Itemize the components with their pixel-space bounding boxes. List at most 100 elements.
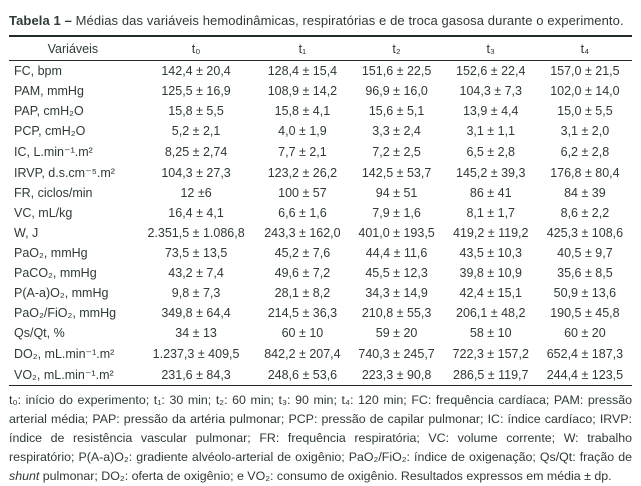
row-label: DO₂, mL.min⁻¹.m² (14, 347, 115, 361)
cell-value: 6,6 ± 1,6 (278, 206, 327, 220)
column-header-t1: t₁ (255, 37, 350, 61)
row-label: Qs/Qt, % (14, 326, 65, 340)
cell-value: 43,2 ± 7,4 (168, 266, 224, 280)
cell-value: 248,6 ± 53,6 (267, 367, 338, 382)
cell-value: 176,8 ± 80,4 (550, 165, 620, 180)
table-row: FR, ciclos/min 12 ±6 100 ± 57 94 ± 51 86 ± 4… (9, 183, 632, 203)
row-label: PCP, cmH₂O (14, 124, 86, 138)
cell-value: 231,6 ± 84,3 (161, 367, 231, 382)
cell-value: 1.237,3 ± 409,5 (152, 346, 240, 361)
cell-value: 3,1 ± 1,1 (466, 124, 516, 138)
row-label: VC, mL/kg (14, 206, 73, 220)
cell-value: 7,7 ± 2,1 (278, 144, 327, 159)
cell-value: 157,0 ± 21,5 (550, 64, 620, 78)
table-row: FC, bpm 142,4 ± 20,4 128,4 ± 15,4 151,6 ± 2… (9, 61, 632, 82)
table-row: PCP, cmH₂O 5,2 ± 2,1 4,0 ± 1,9 3,3 ± 2,4 3,1… (9, 121, 632, 141)
table-body: FC, bpm 142,4 ± 20,4 128,4 ± 15,4 151,6 ± 2… (9, 61, 632, 386)
cell-value: 15,0 ± 5,5 (557, 104, 613, 118)
cell-value: 49,6 ± 7,2 (274, 266, 331, 280)
cell-value: 6,2 ± 2,8 (560, 144, 610, 159)
cell-value: 84 ± 39 (564, 186, 606, 200)
table-row: IRVP, d.s.cm⁻⁵.m² 104,3 ± 27,3 123,2 ± 26,… (9, 162, 632, 183)
cell-value: 40,5 ± 9,7 (557, 246, 613, 260)
cell-value: 108,9 ± 14,2 (267, 84, 338, 98)
cell-value: 102,0 ± 14,0 (550, 84, 620, 98)
column-header-t3: t₃ (443, 37, 538, 61)
cell-value: 15,8 ± 5,5 (168, 104, 224, 118)
table-row: DO₂, mL.min⁻¹.m² 1.237,3 ± 409,5 842,2 ± 2… (9, 343, 632, 364)
data-table: Variáveis t₀ t₁ t₂ t₃ t₄ FC, bpm 142,4 ± … (9, 37, 632, 386)
row-label: P(A-a)O₂, mmHg (14, 286, 109, 300)
cell-value: 128,4 ± 15,4 (267, 64, 338, 78)
cell-value: 100 ± 57 (278, 186, 327, 200)
row-label: W, J (14, 226, 39, 240)
cell-value: 15,6 ± 5,1 (368, 104, 425, 118)
cell-value: 104,3 ± 27,3 (161, 165, 231, 180)
table-caption-label: Tabela 1 – (9, 13, 72, 28)
cell-value: 123,2 ± 26,2 (267, 165, 338, 180)
footnote-text-2: pulmonar; DO₂: oferta de oxigênio; e VO₂… (39, 469, 612, 483)
row-label: FR, ciclos/min (14, 186, 93, 200)
cell-value: 210,8 ± 55,3 (361, 306, 432, 320)
row-label: PAP, cmH₂O (14, 104, 84, 118)
cell-value: 59 ± 20 (375, 326, 418, 340)
column-header-t4: t₄ (537, 37, 632, 61)
row-label: PaO₂, mmHg (14, 246, 88, 260)
table-row: IC, L.min⁻¹.m² 8,25 ± 2,74 7,7 ± 2,1 7,2 ± … (9, 141, 632, 162)
cell-value: 244,4 ± 123,5 (546, 367, 624, 382)
header-row: Variáveis t₀ t₁ t₂ t₃ t₄ (9, 37, 632, 61)
cell-value: 243,3 ± 162,0 (264, 226, 341, 240)
cell-value: 142,4 ± 20,4 (161, 64, 231, 78)
cell-value: 9,8 ± 7,3 (171, 286, 221, 300)
cell-value: 44,4 ± 11,6 (365, 246, 428, 260)
table-row: P(A-a)O₂, mmHg 9,8 ± 7,3 28,1 ± 8,2 34,3 ± … (9, 283, 632, 303)
table-row: Qs/Qt, % 34 ± 13 60 ± 10 59 ± 20 58 ± 10 60 ±… (9, 323, 632, 343)
column-header-variaveis: Variáveis (9, 37, 137, 61)
cell-value: 6,5 ± 2,8 (466, 144, 516, 159)
cell-value: 349,8 ± 64,4 (161, 306, 231, 320)
table-row: PaCO₂, mmHg 43,2 ± 7,4 49,6 ± 7,2 45,5 ± 12… (9, 263, 632, 283)
column-header-t0: t₀ (136, 37, 256, 61)
cell-value: 50,9 ± 13,6 (553, 286, 617, 300)
column-header-t2: t₂ (349, 37, 444, 61)
row-label: PaCO₂, mmHg (14, 266, 97, 280)
footnote-italic-shunt: shunt (9, 469, 40, 483)
cell-value: 2.351,5 ± 1.086,8 (147, 226, 245, 240)
cell-value: 145,2 ± 39,3 (456, 165, 526, 180)
table-caption-text: Médias das variáveis hemodinâmicas, resp… (75, 13, 624, 28)
cell-value: 425,3 ± 108,6 (546, 226, 624, 240)
cell-value: 96,9 ± 16,0 (365, 84, 428, 98)
cell-value: 45,2 ± 7,6 (274, 246, 331, 260)
cell-value: 5,2 ± 2,1 (171, 124, 221, 138)
cell-value: 206,1 ± 48,2 (456, 306, 526, 320)
cell-value: 43,5 ± 10,3 (459, 246, 522, 260)
cell-value: 8,1 ± 1,7 (466, 206, 516, 220)
table-caption: Tabela 1 – Médias das variáveis hemodinâ… (9, 13, 632, 37)
cell-value: 12 ±6 (180, 186, 212, 200)
cell-value: 142,5 ± 53,7 (361, 165, 432, 180)
cell-value: 58 ± 10 (469, 326, 512, 340)
cell-value: 223,3 ± 90,8 (361, 367, 432, 382)
table-row: VC, mL/kg 16,4 ± 4,1 6,6 ± 1,6 7,9 ± 1,6 8,1… (9, 203, 632, 223)
cell-value: 73,5 ± 13,5 (164, 246, 228, 260)
cell-value: 45,5 ± 12,3 (365, 266, 428, 280)
cell-value: 104,3 ± 7,3 (459, 84, 522, 98)
cell-value: 86 ± 41 (469, 186, 512, 200)
cell-value: 740,3 ± 245,7 (358, 346, 435, 361)
row-label: VO₂, mL.min⁻¹.m² (14, 368, 114, 382)
cell-value: 94 ± 51 (375, 186, 418, 200)
cell-value: 401,0 ± 193,5 (358, 226, 435, 240)
cell-value: 151,6 ± 22,5 (361, 64, 432, 78)
cell-value: 7,9 ± 1,6 (372, 206, 421, 220)
cell-value: 3,3 ± 2,4 (372, 124, 421, 138)
cell-value: 42,4 ± 15,1 (459, 286, 522, 300)
table-row: W, J 2.351,5 ± 1.086,8 243,3 ± 162,0 401,0 … (9, 223, 632, 243)
row-label: FC, bpm (14, 64, 62, 78)
cell-value: 28,1 ± 8,2 (274, 286, 331, 300)
cell-value: 39,8 ± 10,9 (459, 266, 522, 280)
cell-value: 4,0 ± 1,9 (278, 124, 327, 138)
cell-value: 7,2 ± 2,5 (372, 144, 421, 159)
cell-value: 842,2 ± 207,4 (264, 346, 341, 361)
cell-value: 16,4 ± 4,1 (168, 206, 224, 220)
